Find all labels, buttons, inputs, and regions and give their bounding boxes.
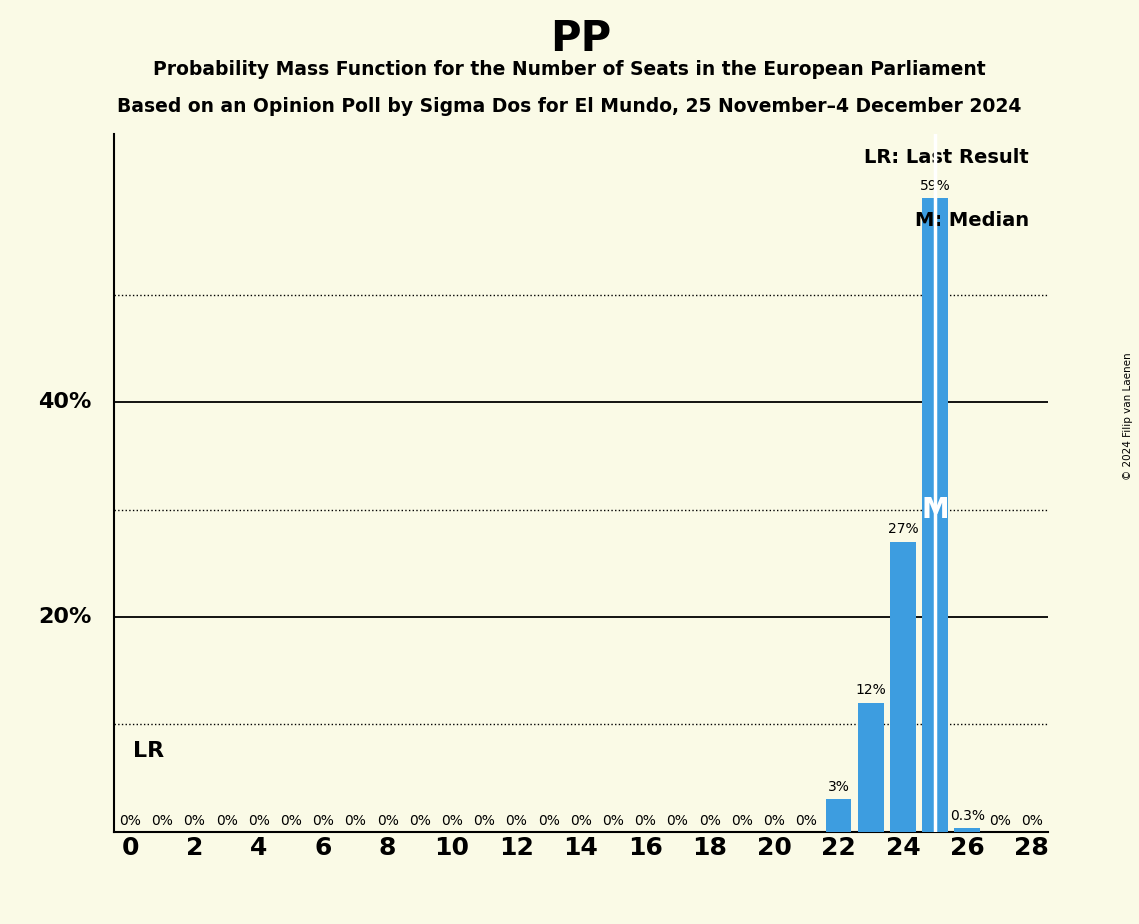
Text: 40%: 40% [38,393,91,412]
Text: Probability Mass Function for the Number of Seats in the European Parliament: Probability Mass Function for the Number… [153,60,986,79]
Bar [890,541,916,832]
Text: 0%: 0% [634,814,656,829]
Text: 3%: 3% [828,780,850,794]
Text: 0%: 0% [506,814,527,829]
Text: Based on an Opinion Poll by Sigma Dos for El Mundo, 25 November–4 December 2024: Based on an Opinion Poll by Sigma Dos fo… [117,97,1022,116]
Text: M: Median: M: Median [915,211,1030,230]
Text: 0%: 0% [699,814,721,829]
Text: 0%: 0% [183,814,205,829]
Text: LR: LR [132,741,164,761]
Text: 0%: 0% [441,814,462,829]
Text: LR: Last Result: LR: Last Result [865,148,1030,167]
Text: 0%: 0% [731,814,753,829]
Text: 0%: 0% [409,814,431,829]
Text: 0%: 0% [151,814,173,829]
Text: 0%: 0% [603,814,624,829]
Text: 0%: 0% [763,814,785,829]
Text: 0%: 0% [312,814,334,829]
Bar [826,799,852,832]
Text: 0%: 0% [989,814,1010,829]
Text: 0%: 0% [474,814,495,829]
Text: 0%: 0% [538,814,559,829]
Text: 0%: 0% [344,814,367,829]
Text: 0%: 0% [280,814,302,829]
Text: 27%: 27% [887,522,918,537]
Bar [858,703,884,832]
Text: 0%: 0% [215,814,238,829]
Text: 0%: 0% [666,814,688,829]
Text: 0.3%: 0.3% [950,809,985,823]
Title: PP: PP [550,18,612,60]
Text: © 2024 Filip van Laenen: © 2024 Filip van Laenen [1123,352,1133,480]
Text: 0%: 0% [377,814,399,829]
Bar [954,829,981,832]
Text: 0%: 0% [1021,814,1042,829]
Text: 59%: 59% [920,179,951,193]
Text: M: M [921,495,949,524]
Text: 0%: 0% [795,814,818,829]
Text: 0%: 0% [570,814,592,829]
Text: 0%: 0% [248,814,270,829]
Text: 20%: 20% [38,607,91,627]
Bar [923,199,948,832]
Text: 12%: 12% [855,684,886,698]
Text: 0%: 0% [120,814,141,829]
